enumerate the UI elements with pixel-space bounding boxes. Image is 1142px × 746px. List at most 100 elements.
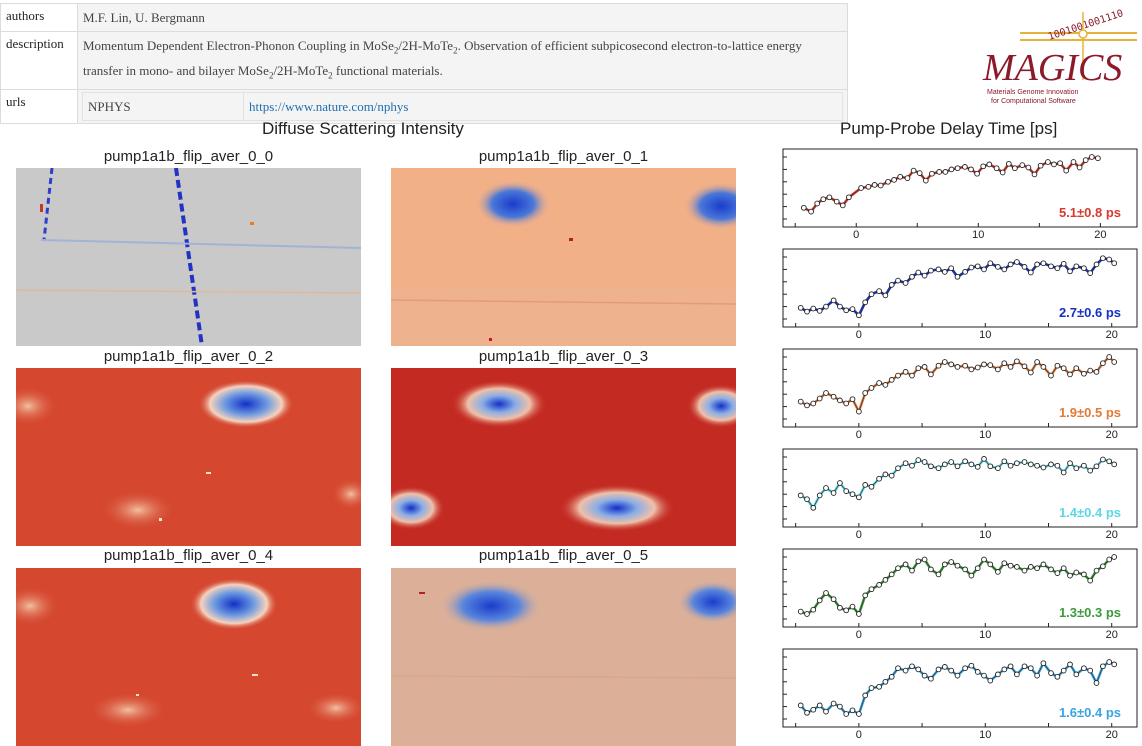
delay-plot-1: 0 10 20 2.7±0.6 ps [782,248,1138,339]
data-point [1001,266,1008,273]
data-point [1106,256,1113,263]
data-point [942,169,949,175]
data-point [999,169,1006,176]
data-point [1040,660,1047,667]
panel-title: pump1a1b_flip_aver_0_0 [103,148,274,165]
data-point [974,669,981,675]
data-point [849,491,856,498]
data-point [1067,460,1073,467]
data-point [1040,364,1047,370]
data-point [935,571,942,578]
x-tick-label: 0 [856,529,862,539]
data-point [915,457,922,463]
data-point [962,665,968,672]
data-point [797,304,804,311]
data-point [849,396,856,403]
data-point [974,170,980,177]
description-text: /2H-MoTe [398,38,454,53]
timescale-annotation: 1.9±0.5 ps [1059,405,1121,420]
data-point [993,165,1000,172]
data-point [1048,263,1054,270]
data-point [862,692,869,699]
data-point [962,362,968,369]
data-point [974,464,981,470]
data-point [974,263,981,270]
data-point [902,280,909,286]
plot-frame [782,548,1138,628]
data-point [1106,458,1113,465]
logo-tagline-1: Materials Genome Innovation [987,89,1079,96]
diffuse-image-4 [16,568,361,746]
data-point [921,459,928,465]
data-point [948,265,955,272]
data-point [1095,155,1101,162]
data-point [830,596,837,603]
data-point [816,308,823,314]
data-point [830,700,837,707]
data-point [865,183,872,190]
diffuse-image-1 [391,168,736,346]
data-point [1093,567,1100,574]
data-point [888,282,895,288]
data-point [800,204,807,211]
data-point [995,465,1001,472]
data-point [1027,269,1034,276]
x-tick-label: 10 [979,529,991,539]
data-point [888,472,895,479]
data-point [895,565,901,572]
data-point [804,496,810,503]
data-point [808,208,814,215]
data-point [1111,661,1118,668]
data-point [862,390,869,396]
data-point [1027,369,1034,376]
data-point [928,463,934,470]
delay-plot-2: 0 10 20 1.9±0.5 ps [782,348,1138,439]
data-point [814,200,821,207]
x-tick-label: 0 [856,329,862,339]
data-point [948,459,955,465]
data-point [1093,463,1100,470]
data-point [823,390,829,396]
data-point [986,161,993,168]
url-link[interactable]: https://www.nature.com/nphys [249,99,409,115]
data-point [868,685,875,691]
data-point [995,569,1001,575]
data-point [1040,260,1047,267]
data-point [1081,665,1087,672]
data-point [1054,570,1061,576]
data-point [935,266,942,273]
data-point [1027,564,1034,570]
diffuse-title: Diffuse Scattering Intensity [262,119,464,138]
x-tick-label: 0 [853,229,859,239]
description-label: description [0,30,78,91]
data-point [980,163,987,170]
data-point [804,308,810,315]
data-point [882,382,889,388]
x-tick-label: 20 [1106,629,1118,639]
data-point [895,465,901,472]
data-point [1037,162,1044,169]
diffuse-image-5 [391,568,736,746]
data-point [974,565,981,572]
data-point [954,463,961,470]
data-point [1034,672,1040,679]
logo-tagline-2: for Computational Software [991,98,1076,105]
logo-word: MAGICS [982,47,1122,89]
data-point [797,702,804,709]
diffuse-image-3 [391,368,736,546]
data-point [804,611,810,617]
data-point [823,485,829,491]
data-point [915,558,922,565]
data-point [1021,459,1028,465]
data-point [954,562,961,569]
description-value: Momentum Dependent Electron-Phonon Coupl… [77,30,848,91]
data-point [1100,360,1106,367]
data-point [816,597,823,604]
data-point [810,606,817,613]
data-point [1021,264,1028,270]
data-point [1007,462,1014,469]
data-point [1048,372,1054,379]
data-point [804,402,810,409]
data-point [1093,680,1100,686]
data-point [1014,358,1020,365]
